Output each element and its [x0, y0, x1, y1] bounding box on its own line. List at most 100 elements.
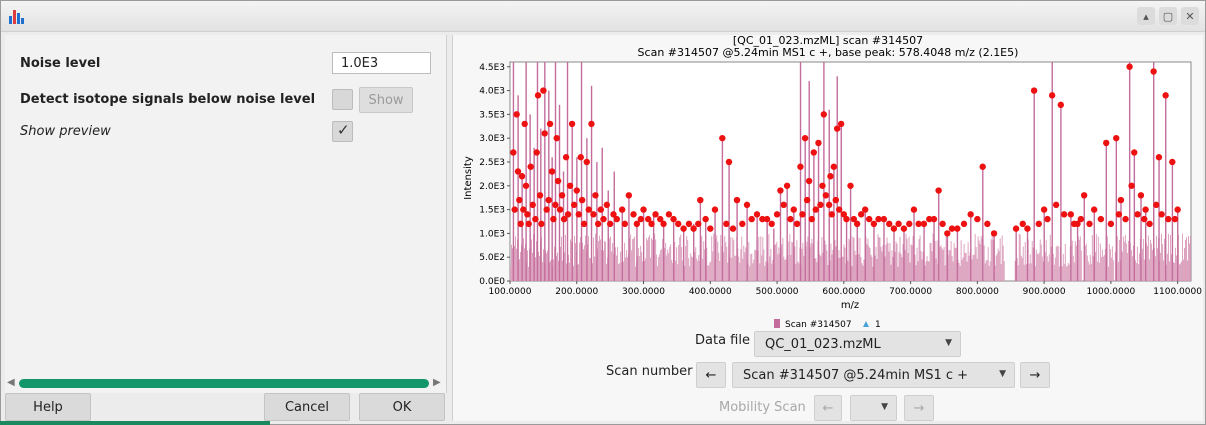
background-bar	[742, 258, 744, 281]
peak-point	[979, 163, 986, 170]
scroll-left-icon[interactable]: ◀	[7, 377, 15, 388]
peak-point	[1080, 192, 1088, 199]
peak-point	[832, 196, 840, 204]
prev-mobility-button[interactable]: ←	[814, 395, 842, 421]
background-bar	[1179, 263, 1181, 281]
cancel-button[interactable]: Cancel	[264, 393, 350, 421]
background-bar	[754, 249, 756, 281]
peak-point	[837, 120, 845, 128]
background-bar	[916, 247, 918, 281]
peak-point	[1131, 149, 1138, 156]
background-bar	[1021, 257, 1023, 281]
peak-point	[630, 211, 637, 218]
background-bar	[1000, 263, 1002, 281]
spectrum-bar	[1133, 152, 1136, 281]
background-bar	[709, 262, 711, 281]
spectrum-bar	[833, 166, 835, 281]
peak-point	[637, 215, 645, 223]
background-bar	[843, 244, 845, 281]
maximize-icon[interactable]: ▢	[1159, 7, 1177, 25]
peak-point	[753, 211, 761, 218]
background-bar	[611, 251, 613, 281]
horizontal-scrollbar[interactable]: ◀ ▶	[5, 377, 446, 391]
next-mobility-button[interactable]: →	[904, 395, 934, 421]
background-bar	[1023, 264, 1025, 281]
background-bar	[931, 251, 933, 281]
background-bar	[942, 249, 944, 281]
background-bar	[1185, 237, 1187, 281]
background-bar	[702, 258, 704, 281]
spectrum-bar	[1070, 214, 1072, 281]
minimize-icon[interactable]: ▴	[1137, 7, 1155, 25]
x-tick-label: 1000.0000	[1087, 287, 1136, 297]
peak-point	[1162, 92, 1169, 99]
background-bar	[542, 261, 543, 281]
parameters-panel: Noise level 1.0E3 Detect isotope signals…	[5, 35, 447, 393]
next-scan-button[interactable]: →	[1020, 362, 1050, 388]
peak-point	[812, 206, 819, 213]
background-bar	[1084, 245, 1086, 281]
background-bar	[778, 247, 780, 281]
scrollbar-thumb[interactable]	[19, 379, 429, 388]
scroll-right-icon[interactable]: ▶	[433, 377, 441, 388]
peak-point	[1115, 211, 1123, 218]
background-bar	[1071, 240, 1073, 281]
background-bar	[1057, 246, 1059, 281]
background-bar	[1054, 257, 1056, 281]
y-tick-label: 2.0E3	[479, 182, 505, 192]
background-bar	[963, 243, 965, 281]
background-bar	[1163, 238, 1165, 281]
spectrum-bar	[714, 209, 716, 281]
show-preview-checkbox[interactable]: ✓	[332, 121, 353, 142]
background-bar	[855, 255, 857, 281]
background-bar	[706, 247, 708, 281]
peak-point	[915, 220, 922, 228]
peak-point	[733, 196, 741, 204]
peak-point	[808, 215, 815, 223]
spectrum-bar	[1033, 90, 1035, 281]
background-bar	[703, 241, 705, 281]
background-bar	[656, 254, 658, 281]
peak-point	[697, 196, 704, 204]
isotope-checkbox[interactable]	[332, 89, 353, 110]
background-bar	[633, 238, 635, 281]
background-bar	[791, 241, 793, 281]
scan-combo[interactable]: Scan #314507 @5.24min MS1 c + ▼	[732, 362, 1015, 388]
peak-point	[1153, 201, 1160, 209]
close-icon[interactable]: ✕	[1181, 7, 1199, 25]
background-bar	[1150, 243, 1152, 281]
background-bar	[820, 255, 822, 281]
peak-point	[967, 211, 974, 218]
background-bar	[732, 237, 734, 281]
background-bar	[652, 240, 654, 281]
background-bar	[1090, 263, 1092, 281]
peak-point	[886, 220, 893, 228]
background-bar	[1055, 246, 1057, 281]
background-bar	[1049, 234, 1051, 281]
ok-button[interactable]: OK	[359, 393, 445, 421]
prev-scan-button[interactable]: ←	[696, 362, 726, 388]
background-bar	[631, 250, 633, 281]
peak-point	[600, 215, 607, 223]
peak-point	[529, 201, 536, 209]
background-bar	[772, 259, 774, 281]
background-bar	[815, 258, 817, 281]
mobility-combo[interactable]: ▼	[850, 395, 897, 421]
background-bar	[565, 234, 566, 281]
noise-level-input[interactable]: 1.0E3	[332, 52, 431, 74]
background-bar	[739, 262, 741, 281]
background-bar	[672, 262, 674, 281]
peak-point	[621, 220, 629, 228]
background-bar	[733, 239, 735, 281]
help-button[interactable]: Help	[5, 393, 91, 421]
background-bar	[874, 255, 876, 281]
background-bar	[838, 250, 840, 281]
show-button[interactable]: Show	[359, 87, 413, 113]
background-bar	[844, 247, 846, 281]
background-bar	[944, 265, 946, 281]
background-bar	[625, 257, 627, 281]
background-bar	[1124, 234, 1126, 281]
background-bar	[623, 261, 625, 281]
background-bar	[1174, 247, 1176, 281]
data-file-combo[interactable]: QC_01_023.mzML ▼	[754, 331, 961, 357]
